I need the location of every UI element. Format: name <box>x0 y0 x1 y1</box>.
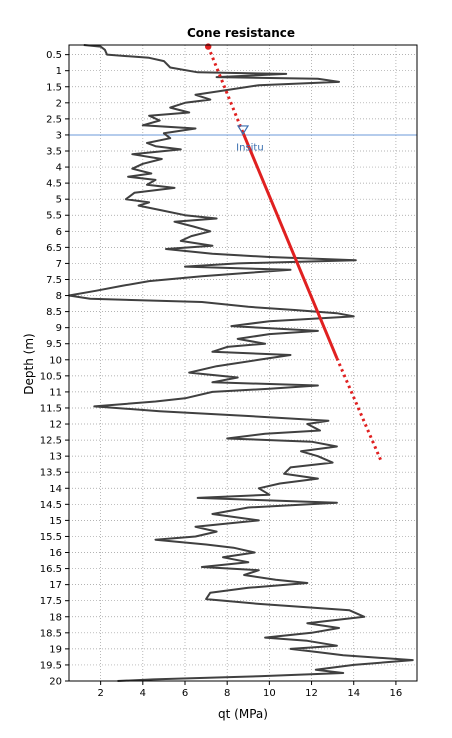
x-tick-label: 4 <box>140 688 146 699</box>
y-tick-label: 16 <box>49 548 62 559</box>
y-tick-label: 10.5 <box>40 371 62 382</box>
y-axis-ticks: 0.511.522.533.544.555.566.577.588.599.51… <box>40 50 69 688</box>
y-tick-label: 12 <box>49 420 62 431</box>
y-tick-label: 5 <box>56 195 62 206</box>
y-tick-label: 15 <box>49 516 62 527</box>
annotation-label: Insitu <box>236 143 264 154</box>
y-tick-label: 8.5 <box>46 307 62 318</box>
x-tick-label: 6 <box>182 688 188 699</box>
y-tick-label: 13.5 <box>40 468 62 479</box>
y-tick-label: 15.5 <box>40 532 62 543</box>
y-tick-label: 6 <box>56 227 62 238</box>
y-tick-label: 4.5 <box>46 179 62 190</box>
water-table-icon <box>236 125 250 136</box>
y-tick-label: 1 <box>56 66 62 77</box>
y-tick-label: 9 <box>56 323 62 334</box>
x-tick-label: 14 <box>347 688 360 699</box>
x-tick-label: 10 <box>263 688 276 699</box>
y-tick-label: 18 <box>49 612 62 623</box>
y-tick-label: 4 <box>56 163 62 174</box>
y-tick-label: 20 <box>49 677 62 688</box>
y-tick-label: 14.5 <box>40 500 62 511</box>
x-axis-ticks: 2 4 6 8 10 12 14 16 <box>97 681 402 699</box>
y-tick-label: 8 <box>56 291 62 302</box>
y-tick-label: 3 <box>56 130 62 141</box>
trend-extension-line <box>335 357 383 462</box>
x-tick-label: 2 <box>97 688 103 699</box>
y-tick-label: 1.5 <box>46 82 62 93</box>
y-tick-label: 18.5 <box>40 628 62 639</box>
y-tick-label: 13 <box>49 452 62 463</box>
y-tick-label: 11.5 <box>40 403 62 414</box>
x-tick-label: 8 <box>224 688 230 699</box>
x-axis-label: qt (MPa) <box>218 707 268 721</box>
y-tick-label: 16.5 <box>40 564 62 575</box>
y-tick-label: 9.5 <box>46 339 62 350</box>
x-tick-label: 12 <box>305 688 318 699</box>
y-tick-label: 7 <box>56 259 62 270</box>
y-tick-label: 0.5 <box>46 50 62 61</box>
y-tick-label: 17.5 <box>40 596 62 607</box>
y-tick-label: 2 <box>56 98 62 109</box>
trend-start-marker <box>205 43 212 50</box>
y-tick-label: 7.5 <box>46 275 62 286</box>
y-tick-label: 14 <box>49 484 62 495</box>
trend-line <box>240 129 339 359</box>
y-tick-label: 19 <box>49 644 62 655</box>
grid <box>69 45 417 682</box>
y-tick-label: 11 <box>49 387 62 398</box>
y-tick-label: 10 <box>49 355 62 366</box>
cone-resistance-line <box>68 44 414 682</box>
x-tick-label: 16 <box>390 688 403 699</box>
y-tick-label: 17 <box>49 580 62 591</box>
y-tick-label: 5.5 <box>46 211 62 222</box>
series-group <box>68 43 414 682</box>
chart-title: Cone resistance <box>187 26 295 40</box>
plot-frame <box>68 44 418 682</box>
y-axis-label: Depth (m) <box>22 333 36 394</box>
y-tick-label: 19.5 <box>40 660 62 671</box>
annotations: Insitu <box>236 125 264 154</box>
y-tick-label: 12.5 <box>40 436 62 447</box>
y-tick-label: 2.5 <box>46 114 62 125</box>
y-tick-label: 6.5 <box>46 243 62 254</box>
y-tick-label: 3.5 <box>46 147 62 158</box>
